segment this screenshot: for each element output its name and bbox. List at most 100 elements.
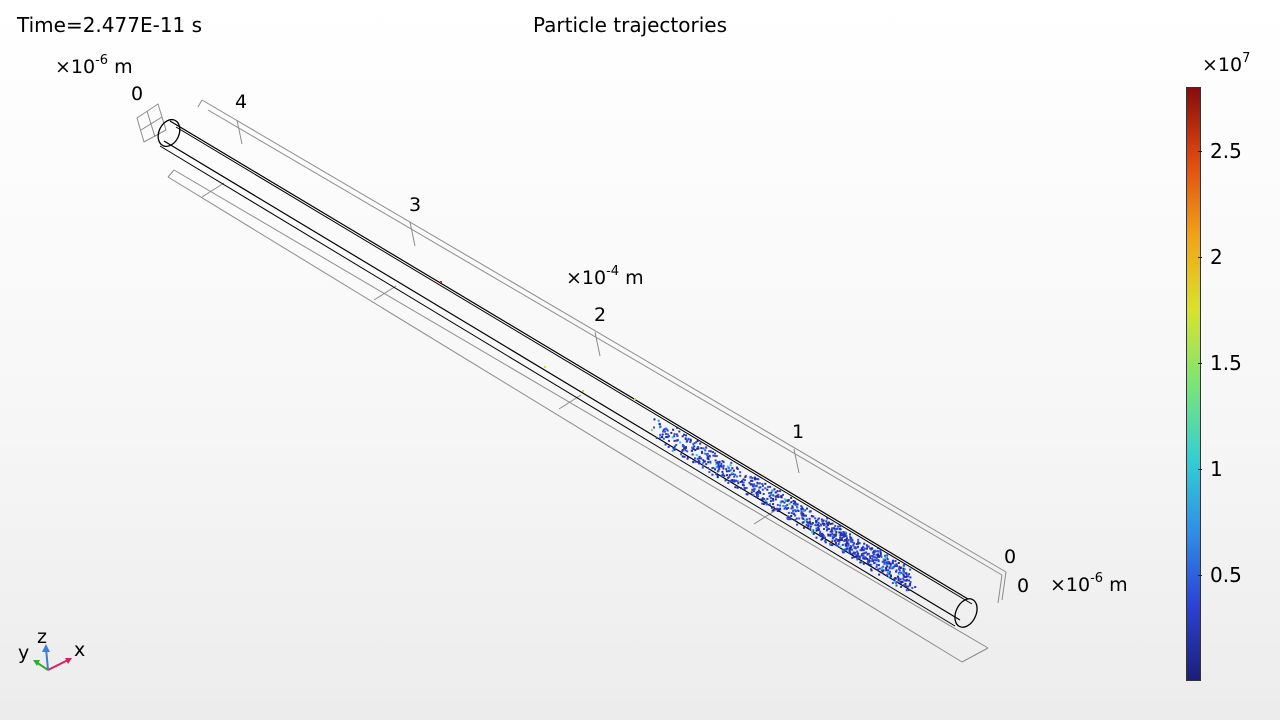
grid-line: [167, 176, 963, 663]
particle: [825, 525, 828, 528]
particle: [905, 574, 908, 576]
particle: [722, 473, 725, 475]
particle: [667, 435, 670, 438]
particle: [807, 521, 810, 524]
particle: [817, 517, 820, 520]
particle: [730, 461, 733, 464]
particle: [776, 510, 779, 512]
particle: [670, 431, 673, 434]
particle: [676, 426, 679, 429]
particle: [842, 534, 845, 537]
particle: [671, 450, 674, 452]
particle: [889, 562, 892, 565]
particle: [856, 555, 859, 557]
particle: [743, 488, 746, 491]
particle: [830, 528, 833, 531]
colorbar-tick: 1.5: [1210, 350, 1242, 375]
particle: [875, 557, 878, 560]
particle: [879, 549, 882, 552]
particle: [786, 504, 789, 507]
particle: [886, 574, 889, 577]
particle: [751, 483, 754, 486]
particle: [850, 537, 853, 540]
particle: [836, 544, 839, 547]
particle: [792, 500, 795, 502]
particle: [686, 456, 689, 459]
particle: [683, 455, 686, 458]
particle: [771, 509, 774, 512]
particle: [905, 585, 908, 588]
particle: [653, 418, 656, 421]
particle: [659, 433, 662, 436]
particle: [715, 455, 718, 457]
particle: [900, 571, 903, 574]
particle: [678, 430, 681, 433]
particle: [772, 499, 775, 502]
particle: [809, 525, 812, 528]
particle: [852, 544, 855, 547]
tube-edge: [169, 120, 969, 600]
particle: [718, 467, 721, 470]
particle: [675, 433, 678, 436]
particle: [855, 554, 858, 557]
particle: [905, 575, 908, 578]
particle: [741, 480, 743, 483]
particle: [714, 468, 716, 471]
grid-tick: [594, 331, 601, 357]
particle: [750, 483, 752, 486]
particle: [854, 547, 857, 550]
particle: [665, 427, 668, 430]
particle: [893, 580, 896, 583]
particle: [790, 515, 793, 517]
particle: [888, 572, 891, 575]
particle: [831, 522, 834, 525]
particle: [768, 495, 771, 498]
particle: [772, 498, 774, 500]
particle: [744, 479, 746, 482]
particle: [861, 547, 864, 550]
particle: [673, 448, 676, 451]
grid-line: [197, 99, 203, 108]
particle: [702, 464, 705, 467]
particle: [788, 516, 791, 519]
particle: [710, 450, 712, 453]
particle: [752, 494, 755, 497]
particle: [712, 451, 714, 454]
grid-line: [997, 574, 1003, 604]
x-axis-multiplier: ×10-4 m: [566, 264, 644, 289]
particle: [809, 527, 812, 530]
particle: [865, 544, 868, 547]
colorbar-tick-mark: [1198, 256, 1202, 258]
particle: [855, 543, 858, 545]
particle: [736, 480, 739, 483]
particle: [896, 565, 898, 567]
particle: [790, 512, 793, 515]
particle: [907, 588, 910, 591]
particle: [707, 456, 709, 459]
particle: [733, 479, 736, 482]
particle: [796, 503, 799, 506]
particle: [787, 499, 790, 502]
particle: [909, 568, 912, 571]
particle: [711, 467, 714, 470]
particle: [661, 433, 664, 436]
particle: [698, 455, 701, 458]
particle: [689, 438, 692, 441]
grid-tick: [793, 448, 800, 474]
particle: [842, 551, 844, 554]
particle: [803, 514, 806, 517]
particle: [745, 487, 748, 489]
particle: [708, 450, 711, 453]
particle: [857, 541, 860, 544]
particle: [715, 472, 718, 475]
particle: [787, 515, 790, 518]
particle: [829, 533, 832, 536]
particle: [863, 557, 866, 560]
particle: [806, 518, 808, 521]
particle: [756, 495, 759, 497]
particle: [862, 549, 865, 552]
triad-y-label: y: [18, 642, 30, 664]
particle: [661, 436, 663, 439]
particle: [827, 534, 830, 537]
